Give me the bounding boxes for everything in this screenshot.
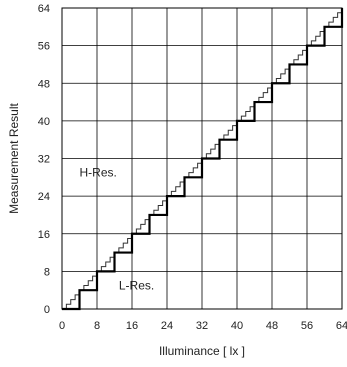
x-tick-label: 56 <box>301 320 313 332</box>
y-tick-label: 32 <box>38 154 50 166</box>
x-tick-labels: 0 8 16 24 32 40 48 56 64 <box>59 320 347 332</box>
x-tick-label: 64 <box>336 320 347 332</box>
y-tick-label: 64 <box>38 3 50 15</box>
annotation-h-res: H-Res. <box>80 166 117 180</box>
y-tick-labels: 0 8 16 24 32 40 48 56 64 <box>38 3 50 316</box>
y-tick-label: 56 <box>38 41 50 53</box>
x-tick-label: 0 <box>59 320 65 332</box>
y-tick-label: 40 <box>38 116 50 128</box>
plot-frame <box>61 7 343 310</box>
x-tick-label: 16 <box>126 320 138 332</box>
x-tick-label: 48 <box>266 320 278 332</box>
y-axis-label: Measurement Result <box>7 102 21 213</box>
y-tick-label: 0 <box>44 304 50 316</box>
annotation-l-res: L-Res. <box>119 278 154 292</box>
x-axis-label: Illuminance [ lx ] <box>159 344 245 358</box>
x-tick-label: 32 <box>196 320 208 332</box>
x-tick-label: 40 <box>231 320 243 332</box>
y-tick-label: 48 <box>38 78 50 90</box>
series-l-res <box>62 8 344 311</box>
x-tick-label: 8 <box>94 320 100 332</box>
series-line <box>62 8 344 311</box>
y-tick-label: 16 <box>38 229 50 241</box>
y-tick-label: 24 <box>38 191 50 203</box>
x-tick-label: 24 <box>161 320 173 332</box>
y-tick-label: 8 <box>44 266 50 278</box>
grid <box>62 8 342 309</box>
